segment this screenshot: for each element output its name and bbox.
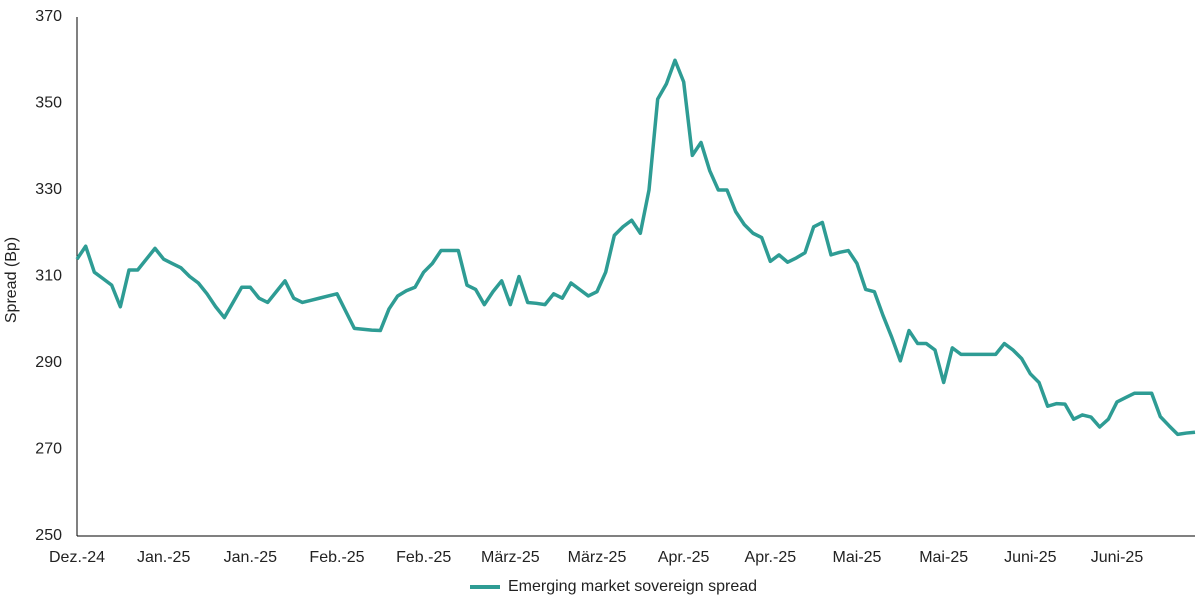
x-tick-label: Mai-25	[919, 549, 968, 566]
y-tick-label: 270	[35, 441, 62, 458]
x-tick-label: Juni-25	[1004, 549, 1057, 566]
x-tick-label: Mai-25	[833, 549, 882, 566]
x-tick-label: Juni-25	[1091, 549, 1144, 566]
x-tick-label: Jan.-25	[137, 549, 190, 566]
y-tick-label: 290	[35, 354, 62, 371]
y-tick-label: 370	[35, 8, 62, 25]
x-tick-label: Feb.-25	[396, 549, 451, 566]
x-tick-label: März-25	[568, 549, 627, 566]
legend-label: Emerging market sovereign spread	[508, 578, 757, 595]
y-tick-label: 350	[35, 95, 62, 112]
x-tick-label: Apr.-25	[658, 549, 710, 566]
data-line	[75, 58, 1196, 437]
y-axis-label: Spread (Bp)	[3, 237, 20, 323]
y-tick-label: 310	[35, 268, 62, 285]
x-tick-label: Jan.-25	[224, 549, 277, 566]
x-tick-label: Apr.-25	[745, 549, 797, 566]
y-tick-label: 330	[35, 181, 62, 198]
y-tick-label: 250	[35, 527, 62, 544]
x-tick-label: Dez.-24	[49, 549, 105, 566]
x-tick-label: März-25	[481, 549, 540, 566]
x-tick-label: Feb.-25	[309, 549, 364, 566]
